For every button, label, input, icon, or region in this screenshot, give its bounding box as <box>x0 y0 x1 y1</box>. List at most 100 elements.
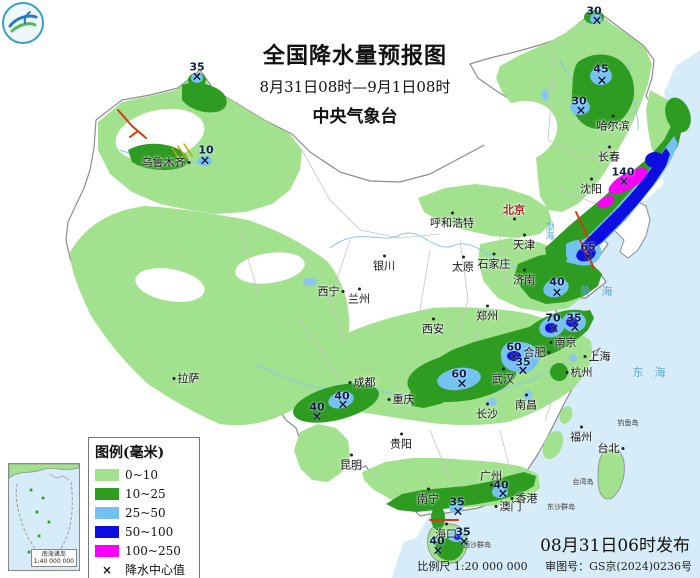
city-dot <box>621 446 625 450</box>
city-name: 香港 <box>515 492 538 505</box>
cma-logo <box>2 2 44 44</box>
city-dot <box>589 177 593 181</box>
precip-center-mark: × <box>575 103 587 119</box>
legend-range-label: 25~50 <box>125 505 166 520</box>
legend-row-center-value: × 降水中心值 <box>95 560 193 578</box>
city-label-南昌: 南昌 <box>515 393 537 413</box>
approval-number: 审图号：GS京(2024)0236号 <box>545 560 692 573</box>
inset-name: 南海诸岛 <box>41 551 66 558</box>
city-name: 南宁 <box>417 492 439 506</box>
precip-center-value: 30 <box>571 94 587 108</box>
precip-center-value: 35 <box>455 525 471 539</box>
legend-row: 0~10 <box>95 465 193 484</box>
lakes-layer <box>303 89 577 406</box>
island-label: 西沙群岛 <box>463 541 491 549</box>
city-label-澳门: 澳门 <box>494 498 522 514</box>
release-time: 08月31日06时发布 <box>540 536 690 556</box>
sea-label: 东 海 <box>632 366 666 379</box>
precip-center-mark: × <box>517 363 529 379</box>
city-dot <box>172 376 176 380</box>
city-name: 北京 <box>503 203 525 217</box>
city-dot <box>431 317 435 321</box>
precip-center-value: 60 <box>451 367 467 381</box>
precip-center-value: 35 <box>566 311 582 325</box>
province-boundaries <box>239 41 611 481</box>
city-dot <box>522 268 526 272</box>
city-name: 长春 <box>598 150 620 164</box>
precip-center-mark: × <box>337 397 349 413</box>
city-label-西宁: 西宁 <box>318 283 345 299</box>
precip-center-mark: × <box>618 174 630 190</box>
city-dot <box>512 217 516 221</box>
sea-layer <box>392 50 700 578</box>
city-label-成都: 成都 <box>348 374 376 390</box>
city-dot <box>444 522 448 526</box>
precip-center-mark: × <box>452 504 464 520</box>
scale-text: 比例尺 1:20 000 000 <box>417 560 528 573</box>
city-name: 海口 <box>435 527 457 541</box>
city-label-哈尔滨: 哈尔滨 <box>597 114 630 134</box>
legend-rows: 0~10 10~25 25~50 50~100 100~250 × 降水中心值 <box>95 465 193 578</box>
precip-center-value: 30 <box>586 4 602 18</box>
precip-center-value: 35 <box>189 60 205 74</box>
city-name: 合肥 <box>523 346 546 359</box>
city-name: 广州 <box>480 469 502 483</box>
city-dot <box>501 367 505 371</box>
legend-swatch <box>95 525 119 538</box>
precip-center-mark: × <box>432 543 444 559</box>
city-dot <box>607 145 611 149</box>
city-label-太原: 太原 <box>452 255 474 275</box>
city-label-兰州: 兰州 <box>348 287 370 307</box>
city-dot <box>461 255 465 259</box>
city-name: 澳门 <box>499 500 522 513</box>
precip-center-value: 10 <box>198 143 214 157</box>
legend-swatch <box>95 506 119 519</box>
city-dot <box>382 254 386 258</box>
city-name: 石家庄 <box>477 257 511 271</box>
city-label-福州: 福州 <box>570 425 592 445</box>
precip-center-value: 40 <box>549 275 565 289</box>
legend-range-label: 100~250 <box>125 543 181 558</box>
city-label-北京: 北京 <box>503 202 525 221</box>
precip-center-mark: × <box>596 73 608 89</box>
city-label-石家庄: 石家庄 <box>477 252 511 272</box>
city-dot <box>489 483 493 487</box>
precip-center-mark: × <box>191 69 203 85</box>
city-label-沈阳: 沈阳 <box>580 177 602 197</box>
city-label-南宁: 南宁 <box>417 487 439 507</box>
city-dot <box>510 496 514 500</box>
precip-center-value: 140 <box>611 165 635 179</box>
city-label-重庆: 重庆 <box>387 391 415 407</box>
sea-label: 黄 海 <box>579 285 613 298</box>
city-name: 杭州 <box>570 366 593 379</box>
city-label-呼和浩特: 呼和浩特 <box>430 211 474 231</box>
island-label: 钓鱼岛 <box>617 419 639 427</box>
city-name: 福州 <box>570 430 592 444</box>
legend-range-label: 0~10 <box>125 467 158 482</box>
city-label-广州: 广州 <box>480 468 502 487</box>
city-dot <box>349 453 353 457</box>
island-label: 台湾岛 <box>572 478 594 486</box>
city-name: 银川 <box>373 259 395 273</box>
island-label: 东沙群岛 <box>547 503 575 511</box>
city-label-上海: 上海 <box>583 348 611 364</box>
city-name: 南京 <box>554 336 577 349</box>
city-name: 昆明 <box>340 458 362 472</box>
city-label-贵阳: 贵阳 <box>390 432 412 452</box>
city-dot <box>583 354 587 358</box>
legend-row: 50~100 <box>95 522 193 541</box>
city-label-香港: 香港 <box>510 490 538 506</box>
city-dot <box>387 397 391 401</box>
precip-center-mark: × <box>458 534 470 550</box>
legend-row: 10~25 <box>95 484 193 503</box>
center-mark-symbol: × <box>101 562 113 577</box>
city-dot <box>485 304 489 308</box>
precip-center-mark: × <box>508 349 520 365</box>
city-label-合肥: 合肥 <box>524 344 551 360</box>
precip-center-value: 65 <box>580 240 596 254</box>
city-name: 武汉 <box>492 372 514 386</box>
city-label-济南: 济南 <box>513 268 535 288</box>
city-label-郑州: 郑州 <box>476 304 498 324</box>
city-dot <box>579 425 583 429</box>
